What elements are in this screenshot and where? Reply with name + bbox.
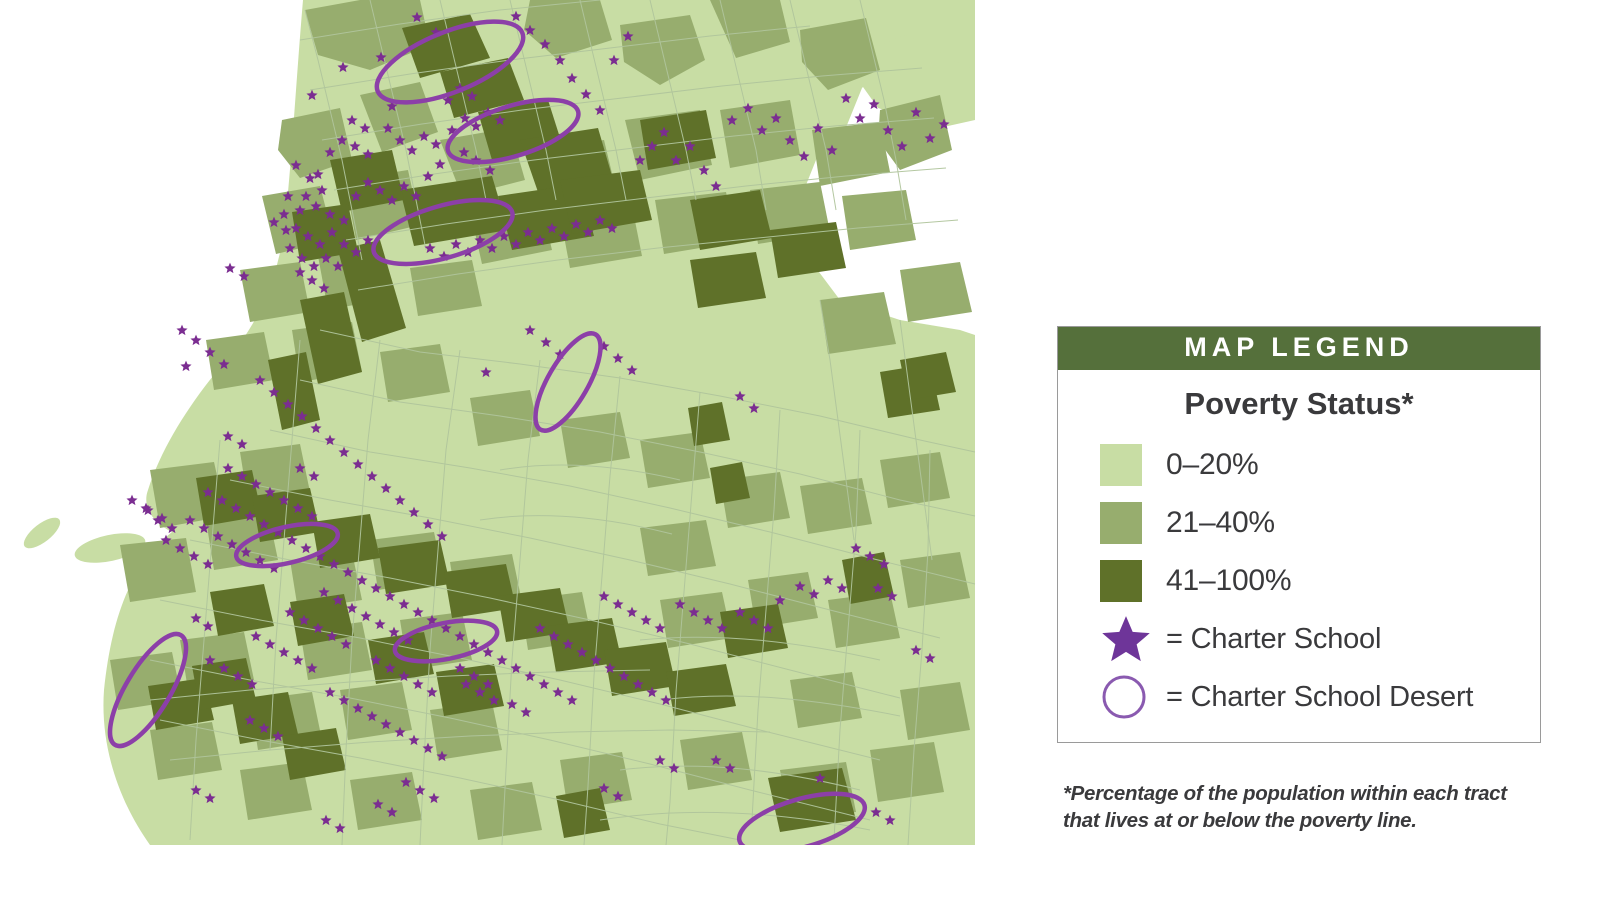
- marker-cell-star: [1100, 614, 1166, 664]
- charter-school-desert-ellipse[interactable]: [96, 624, 200, 756]
- charter-school-desert-ellipse[interactable]: [392, 613, 501, 668]
- charter-school-star[interactable]: [190, 334, 202, 346]
- swatch-cell-1: [1100, 502, 1166, 544]
- charter-school-star[interactable]: [224, 262, 236, 274]
- charter-school-desert-ellipse[interactable]: [733, 782, 871, 845]
- charter-school-desert-ellipse[interactable]: [367, 187, 520, 277]
- charter-school-desert-markers[interactable]: [96, 5, 871, 845]
- charter-school-desert-ellipse[interactable]: [523, 324, 613, 439]
- charter-school-desert-ellipse[interactable]: [441, 87, 586, 175]
- map-canvas[interactable]: [0, 0, 980, 845]
- charter-school-star[interactable]: [126, 494, 138, 506]
- legend-footnote: *Percentage of the population within eac…: [1063, 782, 1507, 833]
- circle-icon: [1102, 675, 1146, 719]
- legend-label-poverty-0: 0–20%: [1166, 448, 1259, 481]
- legend-row-poverty-2: 41–100%: [1058, 552, 1540, 610]
- charter-school-desert-ellipse[interactable]: [232, 516, 341, 574]
- swatch-cell-0: [1100, 444, 1166, 486]
- choropleth-map[interactable]: [0, 0, 980, 845]
- charter-school-star[interactable]: [176, 324, 188, 336]
- swatch-cell-2: [1100, 560, 1166, 602]
- star-icon: [1102, 616, 1150, 662]
- legend-row-charter-school-desert: = Charter School Desert: [1058, 668, 1540, 726]
- marker-cell-circle: [1100, 673, 1166, 721]
- legend-header-title: MAP LEGEND: [1058, 327, 1540, 370]
- legend-label-poverty-2: 41–100%: [1166, 564, 1292, 597]
- map-legend: MAP LEGEND Poverty Status* 0–20% 21–40%: [1057, 326, 1541, 743]
- legend-body: Poverty Status* 0–20% 21–40% 41–100%: [1058, 370, 1540, 742]
- charter-school-star[interactable]: [854, 112, 866, 124]
- color-swatch-41-100: [1100, 560, 1142, 602]
- legend-label-poverty-1: 21–40%: [1166, 506, 1275, 539]
- charter-school-desert-ellipse[interactable]: [366, 5, 533, 119]
- color-swatch-0-20: [1100, 444, 1142, 486]
- legend-section-title: Poverty Status*: [1184, 386, 1414, 421]
- map-tract-outlines: [149, 0, 976, 845]
- legend-row-charter-school: = Charter School: [1058, 610, 1540, 668]
- charter-school-star[interactable]: [180, 360, 192, 372]
- legend-row-poverty-1: 21–40%: [1058, 494, 1540, 552]
- legend-label-charter-school-desert: = Charter School Desert: [1166, 680, 1474, 713]
- legend-row-poverty-0: 0–20%: [1058, 436, 1540, 494]
- legend-label-charter-school: = Charter School: [1166, 622, 1382, 655]
- color-swatch-21-40: [1100, 502, 1142, 544]
